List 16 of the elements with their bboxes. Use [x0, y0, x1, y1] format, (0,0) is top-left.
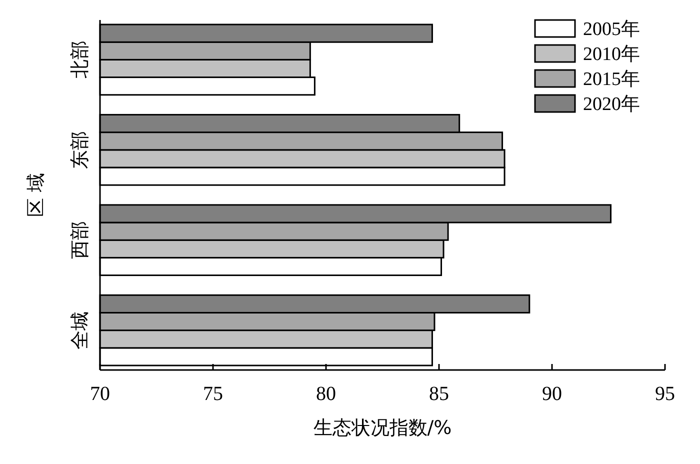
legend-label: 2005年	[583, 19, 640, 40]
legend-label: 2015年	[583, 69, 640, 90]
y-tick-label: 西部	[69, 221, 91, 260]
x-tick-label: 70	[90, 383, 110, 405]
y-axis-title: 区 域	[25, 172, 47, 218]
x-tick-label: 95	[655, 383, 675, 405]
y-tick-label: 全城	[69, 311, 91, 350]
x-axis-title: 生态状况指数/%	[313, 417, 452, 439]
x-tick-label: 90	[542, 383, 562, 405]
x-tick-label: 85	[429, 383, 449, 405]
x-tick-label: 80	[316, 383, 336, 405]
legend-label: 2020年	[583, 94, 640, 115]
x-tick-label: 75	[203, 383, 223, 405]
y-tick-label: 东部	[69, 130, 91, 169]
legend-label: 2010年	[583, 44, 640, 65]
y-tick-label: 北部	[69, 40, 91, 79]
